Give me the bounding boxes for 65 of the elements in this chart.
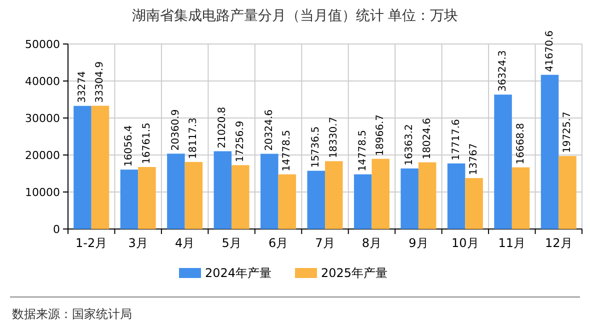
- data-label: 18966.7: [375, 114, 386, 156]
- x-tick-label: 12月: [544, 236, 572, 250]
- data-label: 21020.8: [217, 106, 228, 148]
- bar: [400, 168, 418, 229]
- data-label: 20324.6: [264, 109, 275, 151]
- bar: [138, 166, 156, 229]
- data-label: 33274: [76, 71, 88, 103]
- bar: [558, 156, 576, 229]
- bar: [214, 151, 232, 229]
- bar: [120, 170, 138, 229]
- data-label: 13767: [468, 143, 480, 176]
- bar: [167, 154, 185, 229]
- bar: [372, 158, 390, 229]
- x-tick-label: 9月: [408, 236, 428, 250]
- data-label: 14778.5: [357, 130, 368, 172]
- bar: [74, 106, 92, 229]
- data-label: 20360.9: [170, 109, 182, 151]
- bar: [465, 178, 483, 229]
- data-label: 15736.5: [310, 126, 322, 168]
- data-label: 19725.7: [562, 112, 574, 154]
- bar: [447, 163, 466, 229]
- bar: [307, 170, 325, 229]
- bar: [494, 94, 512, 229]
- data-label: 16761.5: [141, 122, 152, 164]
- x-tick-label: 8月: [362, 236, 382, 250]
- bar: [184, 162, 203, 229]
- y-tick-label: 50000: [25, 38, 60, 51]
- data-label: 41670.6: [544, 30, 556, 72]
- bar: [91, 106, 110, 229]
- bar: [325, 161, 343, 229]
- data-label: 33304.9: [94, 61, 106, 103]
- y-tick-label: 0: [53, 223, 60, 236]
- bar: [540, 74, 559, 229]
- bar: [232, 165, 250, 229]
- x-tick-label: 1-2月: [76, 236, 108, 250]
- data-label: 14778.5: [282, 130, 293, 172]
- x-tick-label: 7月: [315, 236, 335, 250]
- data-label: 17256.9: [234, 120, 246, 162]
- bar: [512, 167, 530, 229]
- x-tick-label: 6月: [268, 236, 288, 250]
- data-label: 16363.2: [404, 124, 416, 166]
- data-label: 36324.3: [498, 50, 509, 92]
- source-note: 数据来源：国家统计局: [12, 307, 132, 321]
- x-tick-label: 11月: [498, 236, 526, 250]
- bar: [278, 174, 296, 229]
- y-tick-label: 40000: [25, 75, 60, 88]
- chart-title: 湖南省集成电路产量分月（当月值）统计 单位：万块: [132, 8, 458, 24]
- x-tick-label: 5月: [222, 236, 242, 250]
- bar: [354, 174, 372, 229]
- data-label: 17717.6: [450, 119, 462, 160]
- data-label: 16668.8: [515, 122, 526, 164]
- y-tick-label: 10000: [25, 186, 60, 199]
- data-label: 18117.3: [188, 118, 200, 159]
- y-tick-label: 30000: [25, 112, 60, 125]
- data-label: 18024.6: [422, 118, 433, 160]
- x-tick-label: 10月: [452, 236, 479, 250]
- x-tick-label: 4月: [175, 236, 195, 250]
- data-label: 18330.7: [328, 116, 340, 158]
- data-label: 16056.4: [124, 125, 135, 167]
- x-tick-label: 3月: [128, 236, 148, 250]
- legend-label: 2024年产量: [205, 266, 272, 280]
- bar: [418, 162, 436, 229]
- legend-label: 2025年产量: [321, 266, 388, 280]
- bar: [260, 154, 278, 229]
- y-tick-label: 20000: [25, 149, 60, 162]
